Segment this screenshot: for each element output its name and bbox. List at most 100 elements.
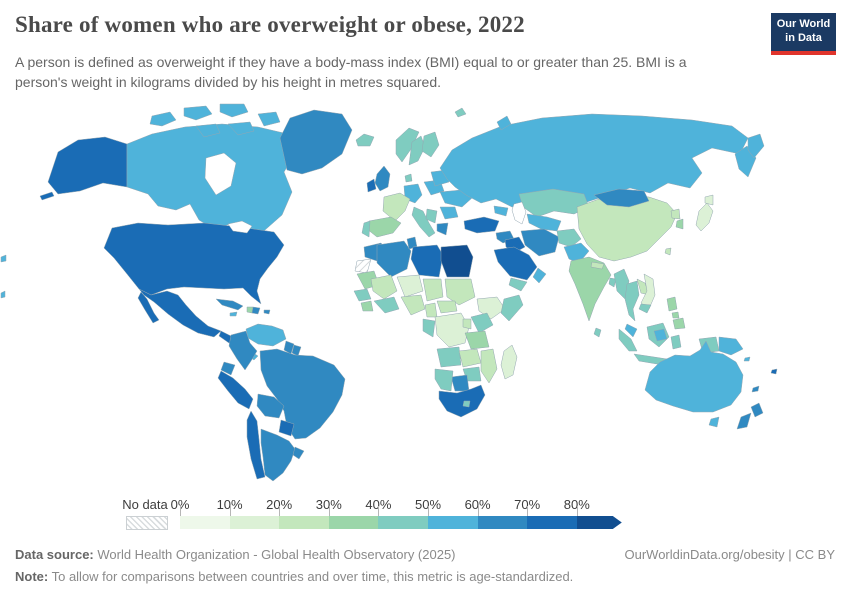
map-wrap-sliver-1[interactable] bbox=[0, 254, 7, 263]
country-senegal[interactable] bbox=[353, 288, 372, 302]
no-data-swatch[interactable] bbox=[126, 516, 168, 530]
country-japan-hokkaido[interactable] bbox=[704, 194, 714, 206]
country-colombia[interactable] bbox=[228, 330, 258, 371]
country-ukraine[interactable] bbox=[439, 189, 473, 208]
country-afghanistan[interactable] bbox=[556, 228, 582, 248]
credit-link[interactable]: OurWorldinData.org/obesity | CC BY bbox=[624, 547, 836, 562]
legend-segment-60-70%[interactable] bbox=[477, 516, 528, 529]
country-philippines-mindanao[interactable] bbox=[672, 317, 686, 330]
country-russia-chukotka[interactable] bbox=[747, 133, 765, 159]
legend-segment-10-20%[interactable] bbox=[229, 516, 280, 529]
country-chile[interactable] bbox=[246, 410, 266, 480]
country-greece[interactable] bbox=[436, 222, 449, 236]
country-peru[interactable] bbox=[217, 370, 254, 410]
country-ecuador[interactable] bbox=[220, 361, 236, 376]
country-nigeria[interactable] bbox=[400, 294, 426, 316]
country-zambia[interactable] bbox=[458, 348, 482, 368]
country-india[interactable] bbox=[568, 256, 612, 322]
country-russia[interactable] bbox=[439, 113, 749, 208]
country-sri-lanka[interactable] bbox=[593, 327, 602, 338]
country-canada-arctic-3[interactable] bbox=[219, 103, 249, 118]
country-ghana[interactable] bbox=[373, 296, 400, 314]
legend-segment-40-50%[interactable] bbox=[378, 516, 428, 529]
country-serbia[interactable] bbox=[425, 208, 438, 224]
legend-segment-70-80%[interactable] bbox=[527, 516, 577, 529]
country-uzbekistan[interactable] bbox=[526, 213, 562, 232]
country-guinea[interactable] bbox=[360, 300, 374, 312]
country-bolivia[interactable] bbox=[256, 393, 285, 419]
country-canada-arctic-6[interactable] bbox=[257, 111, 281, 127]
country-canada-arctic-1[interactable] bbox=[149, 111, 177, 127]
country-lesotho[interactable] bbox=[462, 400, 471, 408]
country-kazakhstan[interactable] bbox=[518, 188, 590, 218]
country-canada-arctic-4[interactable] bbox=[195, 123, 221, 138]
country-puerto-rico[interactable] bbox=[263, 309, 271, 315]
country-australia-tasmania[interactable] bbox=[708, 416, 720, 428]
country-somalia[interactable] bbox=[500, 294, 524, 322]
country-papua-new-guinea[interactable] bbox=[718, 336, 744, 356]
country-australia[interactable] bbox=[644, 340, 744, 413]
country-dominican-republic[interactable] bbox=[251, 306, 261, 315]
country-pakistan[interactable] bbox=[563, 242, 590, 264]
country-tanzania[interactable] bbox=[464, 330, 490, 350]
country-taiwan[interactable] bbox=[664, 247, 672, 256]
country-oman[interactable] bbox=[532, 267, 547, 284]
country-bangladesh[interactable] bbox=[608, 277, 617, 288]
country-new-caledonia[interactable] bbox=[751, 385, 760, 393]
country-fiji[interactable] bbox=[770, 368, 778, 375]
country-russia-novaya-zemlya[interactable] bbox=[496, 115, 512, 131]
country-indonesia-sulawesi[interactable] bbox=[670, 334, 682, 350]
country-jamaica[interactable] bbox=[229, 311, 238, 317]
country-solomon-islands[interactable] bbox=[743, 356, 751, 362]
country-malaysia-borneo[interactable] bbox=[653, 328, 668, 342]
country-united-states[interactable] bbox=[103, 222, 285, 305]
country-france[interactable] bbox=[382, 192, 411, 222]
country-united-states-alaska[interactable] bbox=[47, 136, 128, 195]
country-greenland[interactable] bbox=[279, 109, 353, 175]
country-united-states-aleutians[interactable] bbox=[39, 191, 55, 201]
country-south-africa[interactable] bbox=[438, 384, 486, 418]
country-mozambique[interactable] bbox=[480, 348, 498, 384]
country-madagascar[interactable] bbox=[500, 344, 518, 380]
country-mongolia[interactable] bbox=[593, 188, 650, 208]
owid-logo[interactable]: Our World in Data bbox=[771, 13, 836, 55]
country-sweden[interactable] bbox=[408, 135, 426, 166]
country-denmark[interactable] bbox=[404, 173, 413, 183]
country-libya[interactable] bbox=[410, 244, 444, 278]
country-nepal[interactable] bbox=[590, 261, 605, 270]
country-angola[interactable] bbox=[436, 346, 462, 368]
country-new-zealand-south[interactable] bbox=[736, 412, 752, 430]
country-thailand[interactable] bbox=[624, 280, 640, 322]
country-united-kingdom[interactable] bbox=[374, 165, 391, 192]
country-romania[interactable] bbox=[439, 206, 459, 220]
country-ireland[interactable] bbox=[366, 178, 377, 193]
legend-segment-50-60%[interactable] bbox=[428, 516, 478, 529]
country-saudi-arabia[interactable] bbox=[493, 246, 538, 281]
country-norway-svalbard[interactable] bbox=[454, 107, 467, 118]
country-iran[interactable] bbox=[520, 228, 560, 257]
legend-segment-0-10%[interactable] bbox=[180, 516, 230, 529]
country-south-korea[interactable] bbox=[675, 218, 684, 230]
country-mali[interactable] bbox=[370, 274, 398, 300]
country-chad[interactable] bbox=[422, 278, 444, 302]
country-canada-arctic-2[interactable] bbox=[183, 105, 213, 121]
country-philippines-visayas[interactable] bbox=[671, 311, 680, 319]
country-central-african-republic[interactable] bbox=[436, 300, 458, 314]
country-iceland[interactable] bbox=[355, 133, 375, 147]
country-portugal[interactable] bbox=[361, 220, 371, 238]
country-sudan[interactable] bbox=[444, 278, 476, 306]
country-turkey[interactable] bbox=[463, 216, 500, 234]
country-georgia[interactable] bbox=[493, 205, 509, 217]
country-uganda[interactable] bbox=[462, 318, 472, 330]
country-new-zealand-north[interactable] bbox=[750, 402, 764, 418]
country-canada-arctic-5[interactable] bbox=[227, 121, 255, 136]
country-argentina[interactable] bbox=[260, 428, 296, 482]
country-brazil[interactable] bbox=[259, 348, 346, 440]
country-japan[interactable] bbox=[695, 202, 714, 232]
country-paraguay[interactable] bbox=[278, 419, 295, 437]
country-cameroon[interactable] bbox=[424, 302, 438, 318]
country-italy[interactable] bbox=[411, 206, 436, 238]
country-malaysia[interactable] bbox=[624, 323, 638, 338]
legend-segment-20-30%[interactable] bbox=[279, 516, 329, 529]
country-egypt[interactable] bbox=[440, 244, 474, 278]
